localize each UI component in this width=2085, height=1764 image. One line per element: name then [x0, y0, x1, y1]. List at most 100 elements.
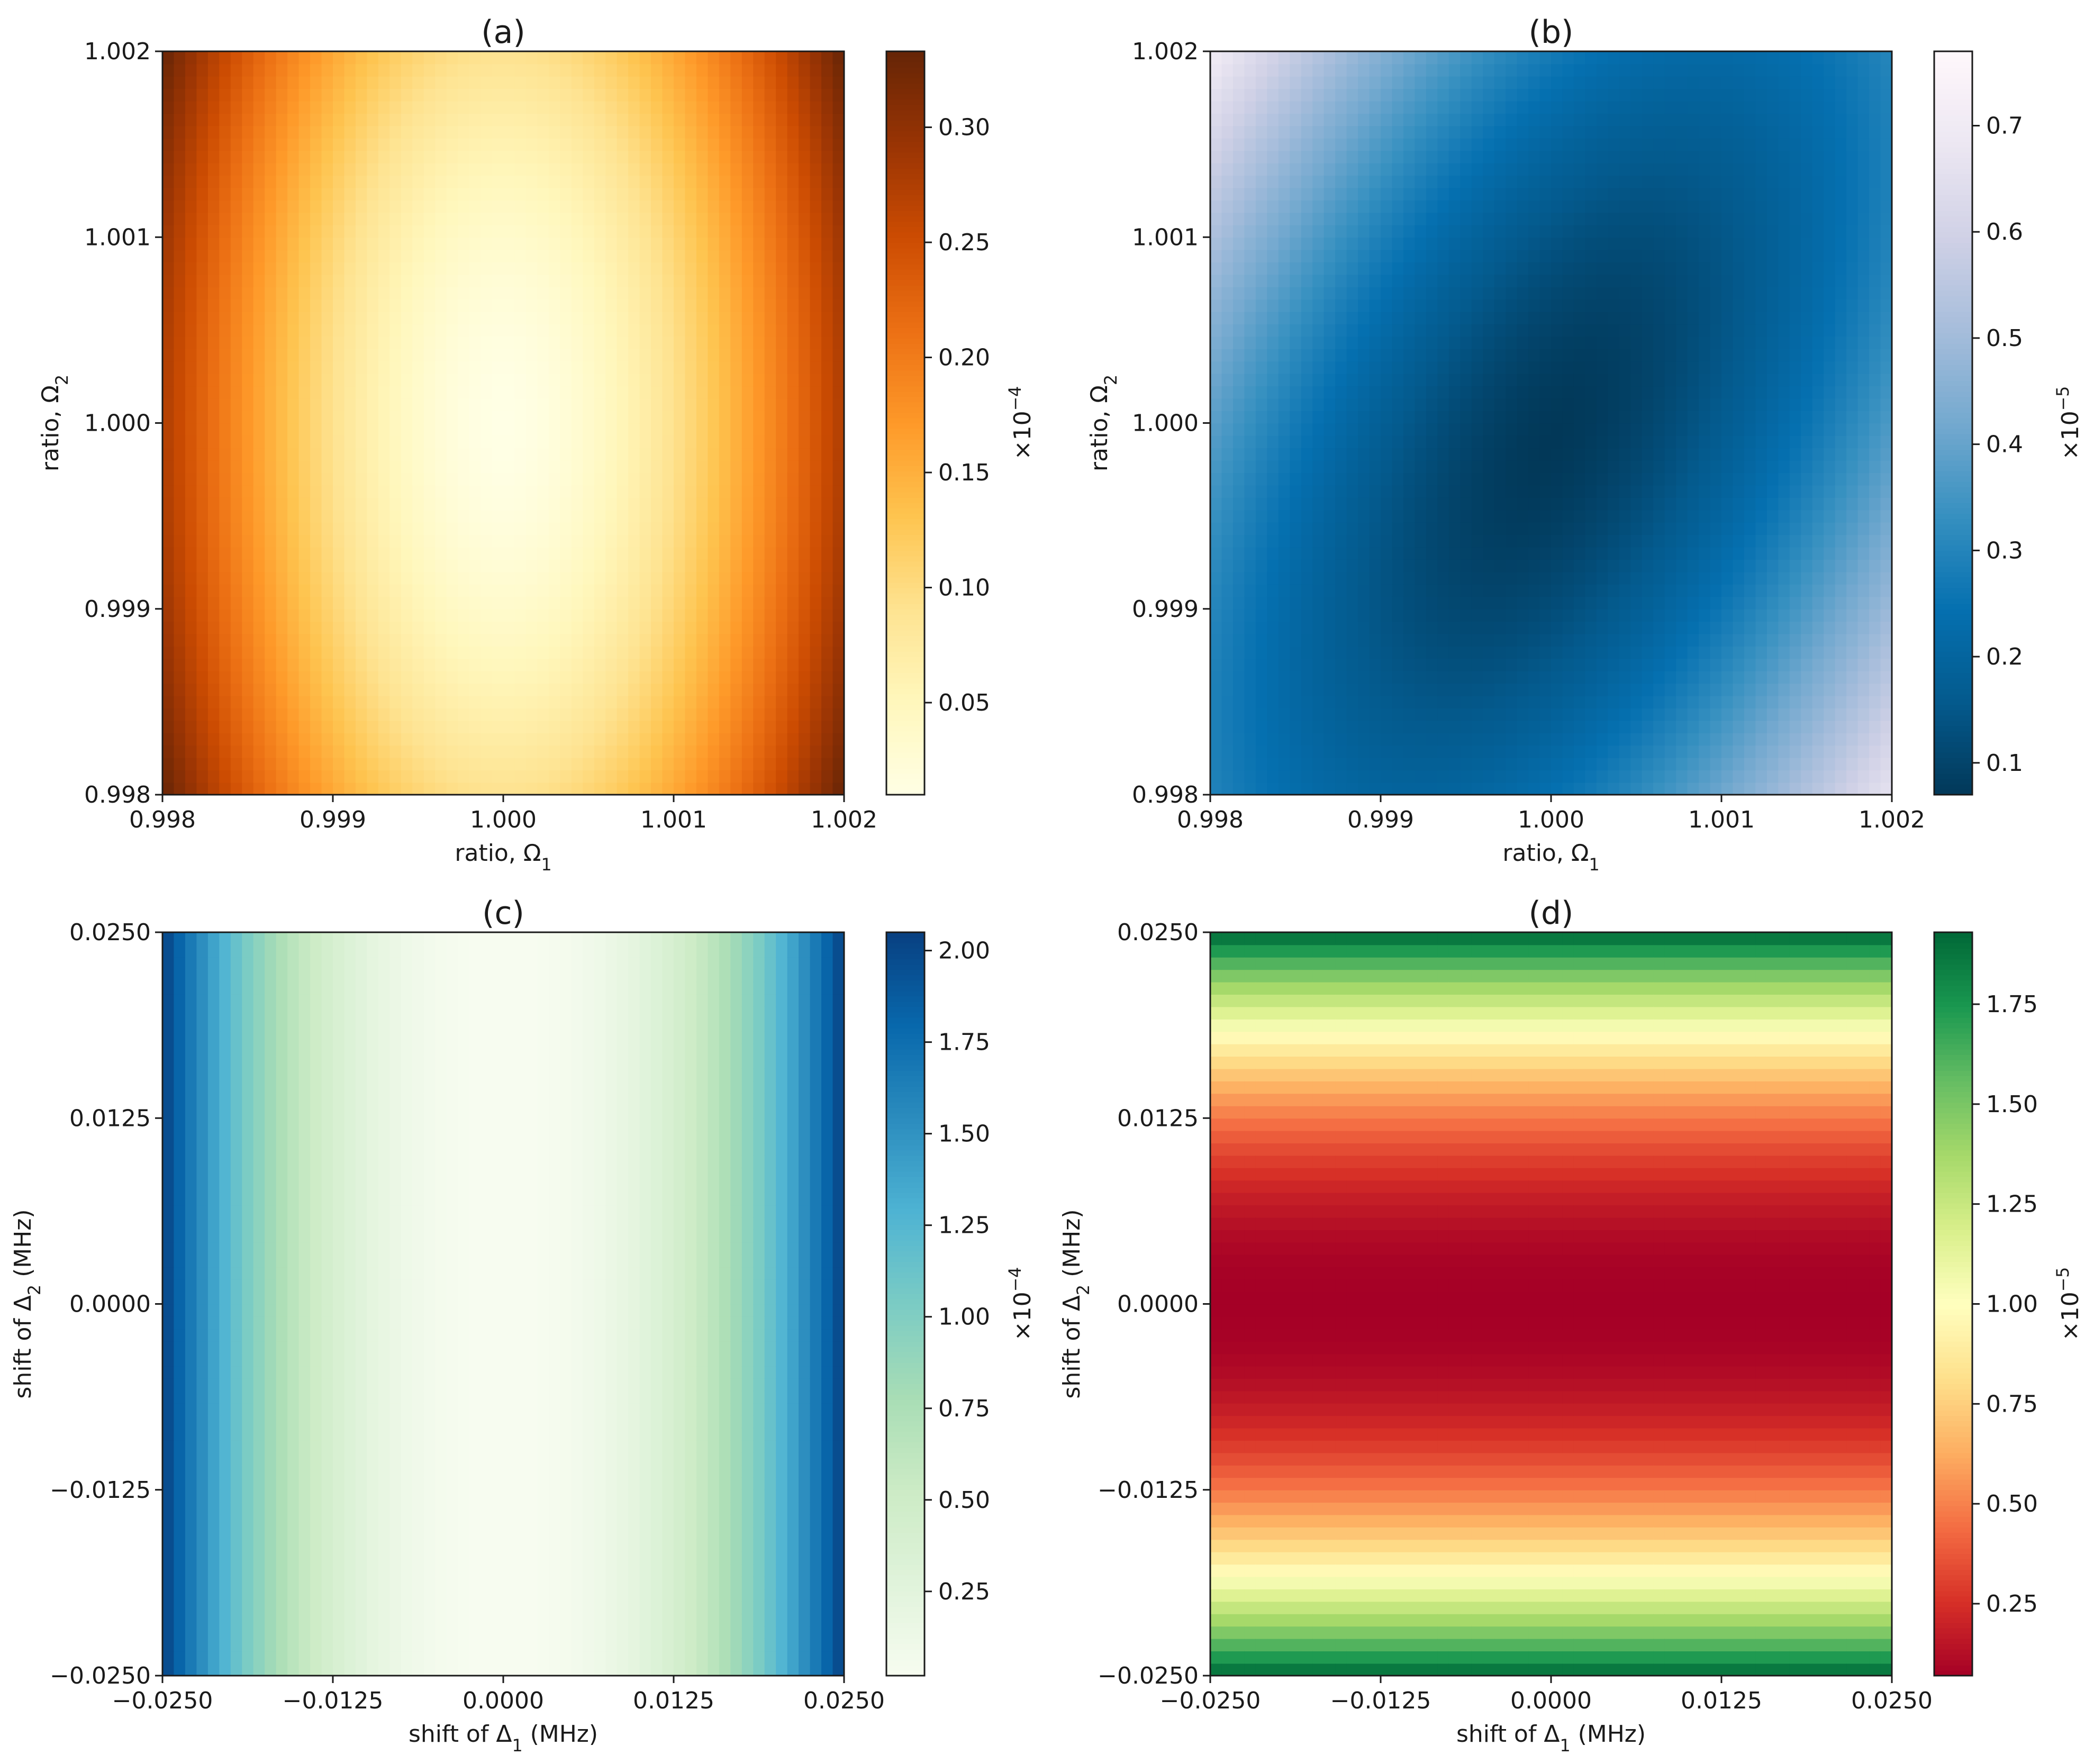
heatmap-cell [1210, 212, 1222, 225]
heatmap-cell [617, 212, 629, 225]
heatmap-cell [1403, 745, 1416, 758]
heatmap-cell [412, 125, 424, 139]
heatmap-cell [787, 175, 800, 188]
heatmap-cell [253, 708, 266, 721]
heatmap-cell [1426, 299, 1438, 312]
heatmap-cell [230, 262, 243, 275]
heatmap-cell [230, 398, 243, 411]
heatmap-cell [333, 398, 345, 411]
heatmap-cell [1426, 559, 1438, 572]
heatmap-cell [230, 125, 243, 139]
heatmap-cell [367, 88, 379, 102]
heatmap-cell [355, 200, 368, 213]
heatmap-cell [651, 361, 663, 374]
heatmap-cell [1346, 113, 1358, 126]
heatmap-cell [594, 646, 606, 659]
heatmap-cell [764, 51, 777, 65]
heatmap-cell [503, 732, 515, 746]
heatmap-cell [674, 534, 686, 548]
heatmap-cell [514, 361, 527, 374]
heatmap-cell [265, 497, 277, 511]
heatmap-cell [639, 608, 651, 622]
heatmap-cell [253, 187, 266, 201]
heatmap-cell [435, 324, 447, 337]
heatmap-cell [355, 510, 368, 523]
heatmap-cell [594, 224, 606, 238]
heatmap-cell [1437, 683, 1449, 696]
heatmap-cell [446, 150, 459, 163]
heatmap-cell [1267, 732, 1279, 746]
heatmap-cell [1290, 534, 1302, 548]
heatmap-cell [525, 584, 538, 597]
heatmap-cell [514, 200, 527, 213]
heatmap-cell [1210, 101, 1222, 114]
heatmap-cell [741, 695, 754, 708]
heatmap-cell [355, 571, 368, 585]
heatmap-cell [458, 200, 470, 213]
heatmap-cell [741, 596, 754, 610]
heatmap-cell [662, 584, 674, 597]
heatmap-cell [628, 510, 640, 523]
heatmap-cell [685, 324, 697, 337]
heatmap-cell [1221, 311, 1234, 325]
heatmap-cell [1335, 720, 1347, 733]
heatmap-cell [832, 757, 845, 771]
heatmap-cell [821, 125, 833, 139]
heatmap-cell [662, 187, 674, 201]
heatmap-cell [1335, 621, 1347, 634]
heatmap-cell [832, 101, 845, 114]
heatmap-cell [776, 286, 788, 300]
heatmap-cell [605, 175, 618, 188]
heatmap-cell [1244, 101, 1256, 114]
heatmap-cell [651, 497, 663, 511]
heatmap-cell [1301, 286, 1313, 300]
heatmap-cell [321, 485, 333, 498]
heatmap-cell [708, 150, 720, 163]
heatmap-cell [832, 633, 845, 647]
heatmap-cell [832, 274, 845, 287]
heatmap-cell [287, 547, 300, 560]
heatmap-cell [378, 472, 391, 486]
heatmap-cell [503, 411, 515, 424]
heatmap-cell [196, 162, 208, 176]
heatmap-cell [412, 398, 424, 411]
heatmap-cell [185, 745, 197, 758]
heatmap-cell [162, 770, 175, 783]
heatmap-cell [537, 361, 549, 374]
heatmap-cell [1290, 708, 1302, 721]
heatmap-cell [492, 411, 504, 424]
heatmap-cell [230, 559, 243, 572]
heatmap-cell [287, 311, 300, 325]
heatmap-cell [333, 361, 345, 374]
heatmap-cell [594, 150, 606, 163]
heatmap-cell [685, 621, 697, 634]
heatmap-cell [696, 175, 709, 188]
heatmap-cell [832, 411, 845, 424]
heatmap-cell [1323, 695, 1336, 708]
heatmap-cell [583, 125, 595, 139]
heatmap-cell [1210, 51, 1222, 65]
heatmap-cell [321, 138, 333, 151]
heatmap-cell [1210, 658, 1222, 671]
heatmap-cell [162, 200, 175, 213]
heatmap-cell [548, 757, 561, 771]
heatmap-cell [298, 150, 311, 163]
heatmap-cell [265, 200, 277, 213]
heatmap-cell [1232, 88, 1245, 102]
heatmap-cell [708, 349, 720, 362]
heatmap-cell [1255, 373, 1268, 387]
heatmap-cell [1358, 398, 1370, 411]
heatmap-cell [219, 76, 231, 89]
heatmap-cell [1232, 101, 1245, 114]
heatmap-cell [1426, 224, 1438, 238]
heatmap-cell [764, 286, 777, 300]
colorbar-segment [886, 327, 924, 333]
heatmap-cell [537, 125, 549, 139]
heatmap-cell [344, 608, 356, 622]
heatmap-cell [1381, 101, 1393, 114]
heatmap-cell [1403, 125, 1416, 139]
heatmap-cell [605, 162, 618, 176]
heatmap-cell [741, 745, 754, 758]
heatmap-cell [560, 708, 572, 721]
heatmap-cell [276, 757, 288, 771]
